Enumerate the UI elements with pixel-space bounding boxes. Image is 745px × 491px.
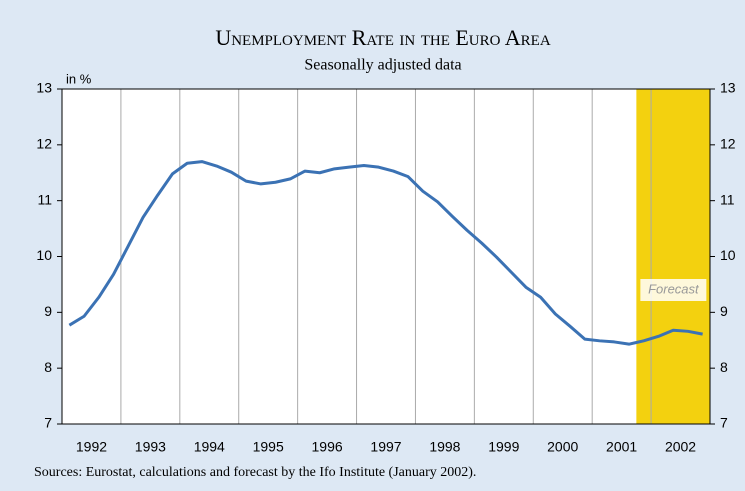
x-tick-label: 2001	[606, 439, 637, 455]
y-tick-label: 10	[36, 247, 52, 263]
y-unit-label: in %	[66, 71, 92, 86]
y2-tick-label: 7	[720, 415, 728, 431]
forecast-label: Forecast	[648, 281, 700, 296]
y2-tick-label: 13	[720, 80, 736, 96]
x-tick-label: 2000	[547, 439, 578, 455]
source-note: Sources: Eurostat, calculations and fore…	[34, 465, 476, 480]
x-tick-label: 1992	[76, 439, 107, 455]
plot-area	[62, 89, 710, 424]
y-tick-label: 13	[36, 80, 52, 96]
x-tick-label: 1995	[253, 439, 284, 455]
chart-subtitle: Seasonally adjusted data	[304, 57, 461, 74]
y-tick-label: 7	[44, 415, 52, 431]
y-tick-label: 12	[36, 136, 52, 152]
y2-tick-label: 11	[720, 191, 735, 207]
forecast-label-box	[640, 279, 707, 301]
y-tick-label: 8	[44, 359, 52, 375]
x-tick-label: 1993	[135, 439, 166, 455]
plot-frame	[61, 88, 711, 425]
x-tick-label: 1994	[194, 439, 225, 455]
y-tick-label: 9	[44, 303, 52, 319]
y2-tick-label: 8	[720, 359, 728, 375]
y2-tick-label: 9	[720, 303, 728, 319]
x-tick-label: 1997	[370, 439, 401, 455]
x-tick-label: 1998	[429, 439, 460, 455]
x-tick-label: 1999	[488, 439, 519, 455]
forecast-band	[636, 89, 710, 424]
x-tick-label: 1996	[312, 439, 343, 455]
y-tick-label: 11	[37, 191, 52, 207]
y2-tick-label: 10	[720, 247, 736, 263]
chart-title: Unemployment Rate in the Euro Area	[215, 25, 550, 50]
x-tick-label: 2002	[665, 439, 696, 455]
y2-tick-label: 12	[720, 136, 736, 152]
data-line	[68, 160, 703, 346]
